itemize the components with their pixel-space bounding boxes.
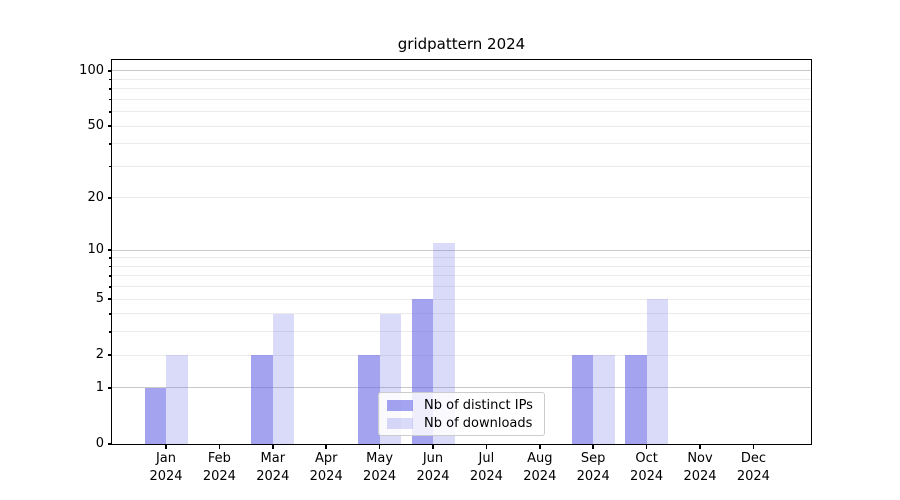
- x-tick-mark: [645, 444, 648, 449]
- y-tick-mark: [107, 354, 112, 356]
- y-tick-label: 10: [87, 242, 104, 258]
- legend-swatch-distinct-ips: [387, 399, 413, 411]
- x-tick-mark: [592, 444, 594, 449]
- x-tick-label-may: May 2024: [363, 451, 397, 484]
- x-tick-label-jul: Jul 2024: [469, 451, 503, 484]
- minor-gridline: [112, 197, 811, 199]
- x-tick-mark: [378, 444, 381, 449]
- y-minor-tick-mark: [109, 111, 112, 113]
- minor-gridline: [112, 331, 811, 333]
- x-tick-mark: [539, 444, 541, 449]
- y-tick-mark: [107, 443, 112, 445]
- y-minor-tick-mark: [109, 331, 112, 333]
- x-tick-mark: [699, 444, 701, 449]
- bar-downloads-mar: [272, 313, 295, 444]
- bar-distinct-ips-oct: [625, 355, 647, 444]
- minor-gridline: [112, 257, 811, 259]
- x-tick-mark: [432, 444, 434, 449]
- x-tick-label-sep: Sep 2024: [576, 451, 610, 484]
- y-tick-label: 0: [95, 436, 104, 451]
- bar-distinct-ips-sep: [571, 355, 594, 444]
- y-minor-tick-mark: [109, 165, 112, 168]
- y-tick-label: 5: [95, 291, 104, 307]
- minor-gridline: [112, 125, 811, 127]
- y-tick-mark: [107, 70, 112, 72]
- minor-gridline: [112, 78, 811, 80]
- minor-gridline: [112, 165, 811, 167]
- minor-gridline: [112, 286, 811, 288]
- bar-downloads-jan: [166, 355, 188, 444]
- legend-label-distinct-ips: Nb of distinct IPs: [424, 397, 533, 413]
- y-minor-tick-mark: [109, 265, 112, 268]
- y-tick-label: 20: [87, 189, 104, 205]
- legend-label-downloads: Nb of downloads: [424, 415, 533, 431]
- y-minor-tick-mark: [109, 88, 112, 90]
- bar-distinct-ips-may: [358, 355, 380, 444]
- minor-gridline: [112, 313, 811, 315]
- major-gridline: [112, 387, 811, 389]
- y-minor-tick-mark: [109, 257, 112, 259]
- y-minor-tick-mark: [109, 143, 112, 145]
- major-gridline: [112, 70, 811, 72]
- x-tick-label-dec: Dec 2024: [736, 451, 770, 484]
- minor-gridline: [112, 275, 811, 277]
- minor-gridline: [112, 265, 811, 267]
- y-tick-mark: [107, 298, 112, 300]
- y-minor-tick-mark: [109, 275, 112, 277]
- legend-entry-downloads: Nb of downloads: [387, 416, 538, 431]
- bar-distinct-ips-mar: [251, 355, 273, 444]
- x-tick-label-oct: Oct 2024: [630, 451, 664, 484]
- y-tick-label: 50: [87, 118, 104, 134]
- y-tick-mark: [107, 125, 112, 127]
- y-tick-label: 2: [95, 347, 104, 363]
- x-tick-label-nov: Nov 2024: [683, 451, 717, 484]
- y-tick-mark: [107, 249, 112, 251]
- y-minor-tick-mark: [109, 98, 112, 101]
- minor-gridline: [112, 111, 811, 113]
- bar-downloads-sep: [593, 355, 615, 444]
- y-tick-mark: [107, 197, 112, 199]
- x-tick-mark: [218, 444, 221, 449]
- bar-downloads-oct: [646, 299, 669, 444]
- legend-entry-distinct-ips: Nb of distinct IPs: [387, 398, 538, 413]
- y-tick-label: 100: [79, 62, 104, 78]
- x-tick-mark: [752, 444, 755, 449]
- minor-gridline: [112, 98, 811, 100]
- x-tick-mark: [485, 444, 488, 449]
- x-tick-label-feb: Feb 2024: [202, 451, 236, 484]
- y-tick-label: 1: [95, 379, 104, 395]
- x-tick-label-apr: Apr 2024: [309, 451, 343, 484]
- y-minor-tick-mark: [109, 313, 112, 315]
- bar-distinct-ips-jan: [144, 387, 166, 444]
- major-gridline: [112, 249, 811, 251]
- minor-gridline: [112, 298, 811, 300]
- x-tick-label-mar: Mar 2024: [256, 451, 290, 484]
- chart-title: gridpattern 2024: [397, 35, 526, 53]
- x-tick-mark: [325, 444, 327, 449]
- minor-gridline: [112, 88, 811, 90]
- y-minor-tick-mark: [109, 286, 112, 288]
- y-tick-mark: [107, 387, 112, 389]
- minor-gridline: [112, 143, 811, 145]
- x-tick-label-aug: Aug 2024: [523, 451, 557, 484]
- plot-area: [111, 59, 812, 445]
- x-tick-mark: [272, 444, 274, 449]
- x-tick-mark: [165, 444, 167, 449]
- y-minor-tick-mark: [109, 78, 112, 81]
- legend: Nb of distinct IPs Nb of downloads: [378, 392, 545, 436]
- legend-swatch-downloads: [387, 417, 413, 429]
- x-tick-label-jun: Jun 2024: [416, 451, 450, 484]
- minor-gridline: [112, 354, 811, 356]
- x-tick-label-jan: Jan 2024: [149, 451, 183, 484]
